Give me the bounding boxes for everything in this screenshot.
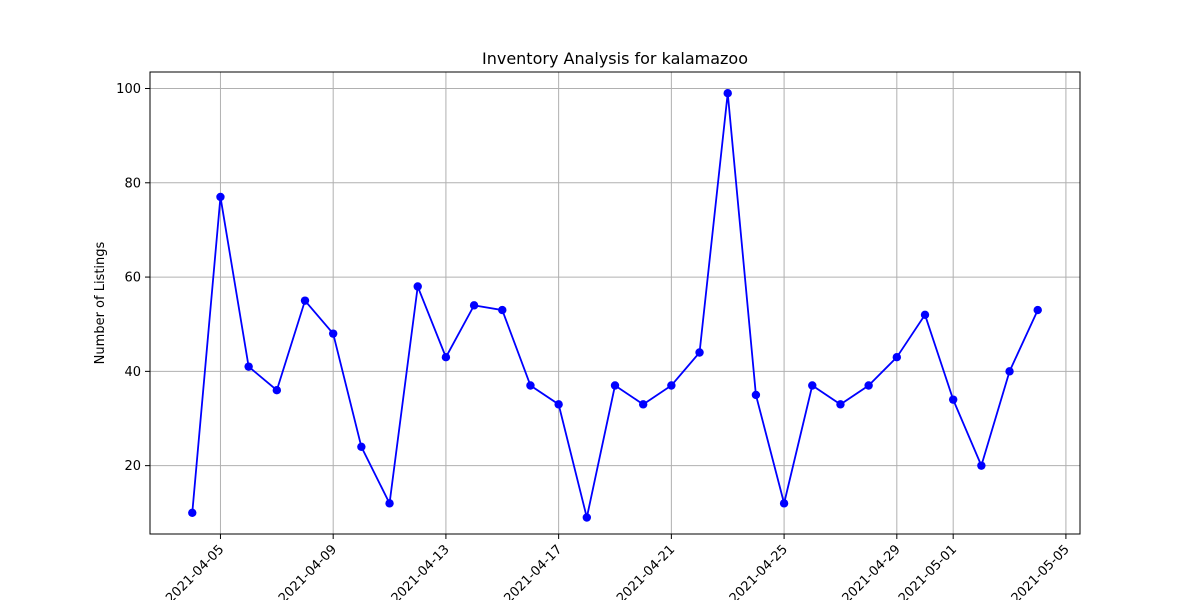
data-point xyxy=(469,301,479,310)
data-point xyxy=(695,348,704,357)
data-point xyxy=(244,362,253,371)
data-point xyxy=(328,329,338,338)
plot-frame xyxy=(149,71,1081,535)
y-tick-label: 20 xyxy=(124,459,141,474)
data-point xyxy=(1033,305,1042,315)
y-tick-label: 40 xyxy=(124,365,141,380)
y-tick-label: 100 xyxy=(116,82,141,97)
x-tick-label: 2021-04-29 xyxy=(840,542,904,600)
data-point xyxy=(272,386,282,395)
data-point xyxy=(385,499,394,508)
data-point xyxy=(498,305,507,315)
data-point xyxy=(836,400,845,409)
data-point xyxy=(300,296,310,305)
x-tick-label: 2021-04-13 xyxy=(389,542,453,600)
series-line xyxy=(191,93,1039,518)
data-point xyxy=(808,381,817,390)
x-tick-label: 2021-05-01 xyxy=(896,542,960,600)
series-layer xyxy=(188,89,1042,522)
data-point xyxy=(864,381,873,390)
x-tick-label: 2021-05-05 xyxy=(1009,542,1073,600)
data-point xyxy=(779,499,789,508)
y-tick-label: 60 xyxy=(124,271,141,286)
data-point xyxy=(948,395,958,404)
data-point xyxy=(188,508,197,517)
y-axis-label: Number of Listings xyxy=(93,241,108,364)
data-point xyxy=(413,282,422,291)
y-tick-label: 80 xyxy=(124,176,141,191)
data-point xyxy=(892,353,902,362)
data-point xyxy=(526,381,535,390)
data-point xyxy=(357,442,366,451)
x-tick-label: 2021-04-09 xyxy=(276,542,340,600)
data-point xyxy=(920,310,930,319)
data-point xyxy=(638,400,648,409)
grid xyxy=(150,72,1080,534)
data-point xyxy=(723,89,732,98)
data-point xyxy=(441,353,451,362)
data-point xyxy=(554,400,563,409)
chart-title: Inventory Analysis for kalamazoo xyxy=(482,49,748,68)
x-tick-label: 2021-04-05 xyxy=(163,542,227,600)
data-point xyxy=(667,381,676,390)
data-point xyxy=(1005,367,1014,376)
x-tick-label: 2021-04-25 xyxy=(727,542,791,600)
x-tick-label: 2021-04-21 xyxy=(614,542,678,600)
axis-ticks: 20 40 60 80 100 2021-04-05 2021-04-09 2021-04-1… xyxy=(116,82,1073,600)
data-point xyxy=(751,390,761,400)
data-point xyxy=(582,513,592,522)
data-point xyxy=(977,461,986,470)
data-point xyxy=(610,381,620,390)
data-point xyxy=(216,192,225,202)
x-tick-label: 2021-04-17 xyxy=(501,542,565,600)
